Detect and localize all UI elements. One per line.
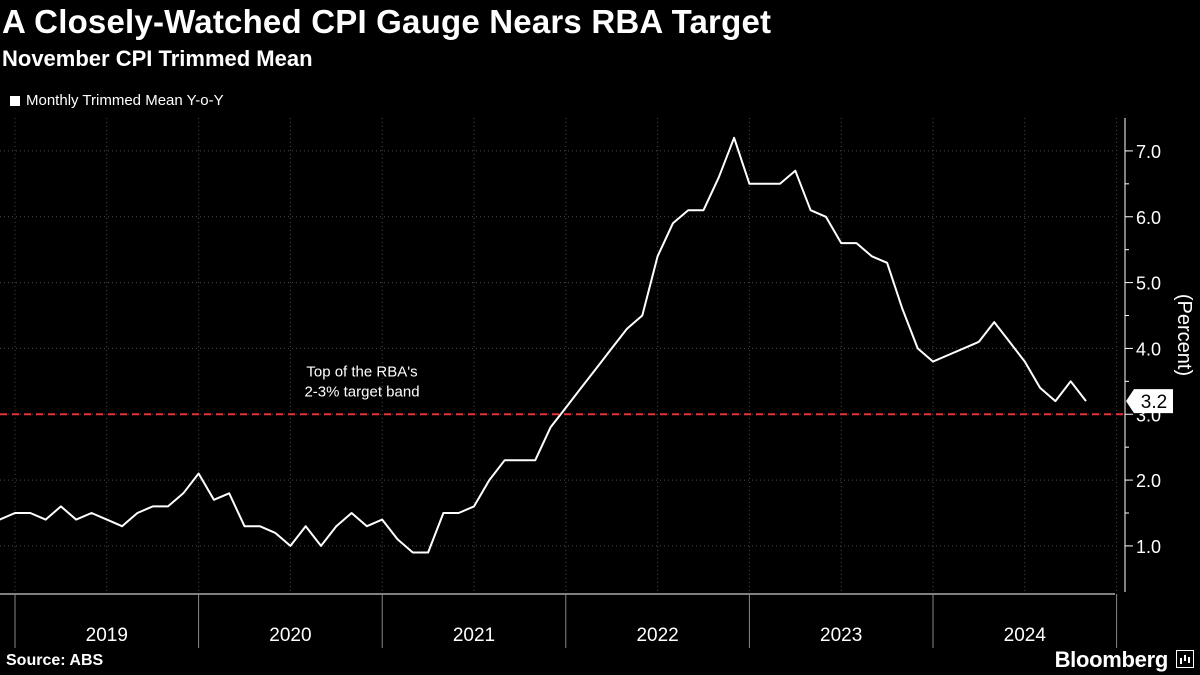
y-tick-label: 2.0 [1136, 471, 1161, 491]
last-value-tag [1126, 389, 1173, 414]
annotation-line-1: Top of the RBA's [306, 363, 417, 380]
annotation-line-2: 2-3% target band [304, 383, 419, 400]
y-tick-label: 6.0 [1136, 208, 1161, 228]
x-tick-label: 2022 [636, 625, 678, 646]
chart-title: A Closely-Watched CPI Gauge Nears RBA Ta… [2, 3, 772, 40]
y-tick-label: 1.0 [1136, 537, 1161, 557]
chart-subtitle: November CPI Trimmed Mean [2, 46, 313, 71]
bloomberg-logo: Bloomberg [1054, 647, 1169, 672]
y-tick-label: 5.0 [1136, 274, 1161, 294]
last-value-label: 3.2 [1141, 392, 1167, 413]
last-value-callout: 3.2 [1126, 389, 1173, 414]
y-tick-label: 7.0 [1136, 142, 1161, 162]
y-axis-title: (Percent) [1173, 294, 1195, 376]
x-tick-label: 2020 [269, 625, 311, 646]
series-line [0, 136, 1087, 554]
x-tick-label: 2023 [820, 625, 862, 646]
source-note: Source: ABS [6, 652, 104, 669]
y-tick-label: 4.0 [1136, 339, 1161, 359]
legend-swatch [10, 95, 20, 106]
x-tick-label: 2021 [453, 625, 495, 646]
legend-label: Monthly Trimmed Mean Y-o-Y [26, 92, 224, 109]
x-tick-label: 2019 [86, 625, 128, 646]
bloomberg-chart-icon [1176, 650, 1194, 668]
x-tick-label: 2024 [1004, 625, 1047, 646]
legend: Monthly Trimmed Mean Y-o-Y [10, 92, 224, 109]
